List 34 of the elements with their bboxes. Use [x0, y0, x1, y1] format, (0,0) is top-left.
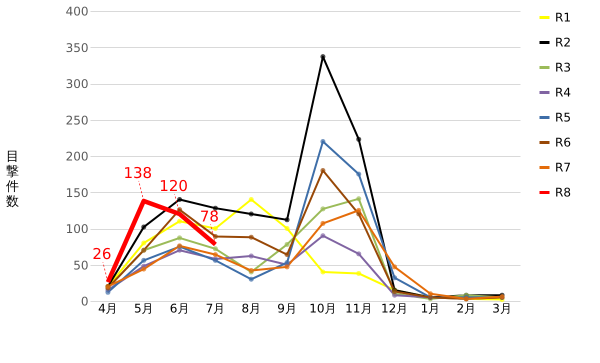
y-tick-label: 0 — [80, 294, 88, 308]
legend-label: R7 — [555, 160, 571, 174]
annotation: 26 — [92, 245, 112, 264]
annotation: 138 — [123, 164, 152, 182]
x-tick-label: 4月 — [98, 302, 118, 316]
y-tick-label: 250 — [66, 113, 88, 128]
legend-label: R5 — [555, 110, 571, 124]
y-tick-label: 200 — [66, 150, 88, 164]
y-tick-label: 300 — [66, 77, 88, 91]
legend-label: R1 — [555, 10, 571, 24]
x-tick-label: 12月 — [380, 302, 408, 316]
y-tick-label: 100 — [66, 222, 88, 236]
legend-label: R6 — [555, 136, 571, 150]
x-tick-label: 7月 — [206, 302, 226, 316]
annotation: 120 — [159, 177, 188, 195]
x-tick-label: 11月 — [345, 302, 372, 316]
legend-label: R4 — [555, 86, 571, 100]
x-tick-label: 8月 — [241, 302, 262, 316]
y-tick-label: 400 — [66, 4, 88, 18]
x-tick-label: 6月 — [170, 302, 190, 316]
legend-label: R3 — [555, 60, 571, 74]
annotation: 78 — [200, 207, 219, 226]
y-axis-title: 目撃件数 — [6, 150, 20, 210]
x-tick-label: 1月 — [420, 302, 440, 316]
y-tick-label: 350 — [66, 40, 88, 55]
y-tick-label: 150 — [66, 186, 88, 200]
x-tick-label: 2月 — [456, 302, 476, 316]
x-tick-label: 9月 — [277, 302, 297, 316]
x-tick-label: 10月 — [309, 302, 337, 316]
legend-label: R2 — [555, 36, 571, 50]
y-tick-label: 50 — [73, 258, 88, 272]
x-tick-label: 5月 — [134, 302, 154, 316]
x-tick-label: 3月 — [492, 302, 512, 316]
legend-label: R8 — [555, 186, 571, 200]
